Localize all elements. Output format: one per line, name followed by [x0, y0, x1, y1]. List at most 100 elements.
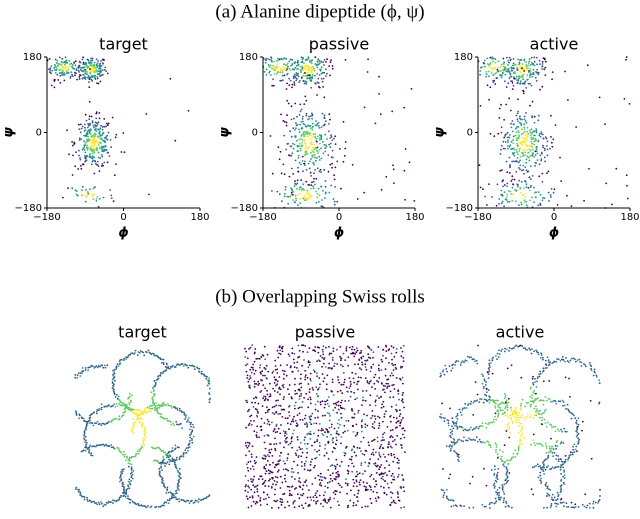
density-point	[288, 504, 290, 507]
density-point	[86, 126, 89, 129]
density-point	[307, 406, 310, 409]
density-point	[247, 380, 250, 383]
density-point	[542, 399, 545, 402]
density-point	[335, 436, 338, 439]
density-point	[309, 438, 312, 440]
density-point	[512, 72, 515, 74]
density-point	[75, 68, 78, 70]
density-point	[507, 462, 510, 465]
density-point	[101, 134, 103, 136]
density-point	[165, 368, 168, 371]
caption: (b) Overlapping Swiss rolls	[215, 286, 425, 307]
density-point	[571, 453, 574, 456]
density-point	[96, 76, 99, 78]
density-point	[483, 378, 486, 381]
scatter-cloud	[46, 56, 190, 208]
density-point	[373, 463, 375, 465]
density-point	[547, 191, 550, 194]
density-point	[380, 439, 383, 442]
density-point	[122, 414, 125, 416]
density-point	[285, 374, 288, 377]
density-point	[264, 447, 267, 450]
density-point	[79, 157, 81, 159]
density-point	[96, 70, 98, 73]
density-point	[505, 399, 508, 402]
density-point	[313, 67, 315, 70]
density-point	[345, 347, 348, 350]
density-point	[117, 418, 120, 421]
density-point	[101, 163, 104, 165]
density-point	[159, 506, 162, 508]
density-point	[63, 72, 66, 75]
density-point	[288, 355, 291, 357]
density-point	[81, 58, 84, 61]
density-point	[536, 63, 538, 66]
density-point	[274, 449, 277, 452]
density-point	[129, 399, 132, 402]
density-point	[132, 408, 135, 411]
density-point	[302, 183, 305, 186]
density-point	[282, 66, 285, 69]
density-point	[575, 126, 577, 128]
density-point	[299, 494, 302, 496]
density-point	[264, 61, 267, 64]
density-point	[322, 353, 325, 356]
density-point	[281, 74, 284, 77]
density-point	[479, 73, 481, 76]
density-point	[309, 372, 312, 375]
density-point	[337, 475, 340, 478]
density-point	[332, 350, 335, 353]
density-point	[359, 479, 362, 481]
density-point	[364, 377, 367, 380]
density-point	[495, 418, 497, 421]
density-point	[351, 462, 353, 465]
density-point	[368, 462, 370, 464]
density-point	[190, 364, 193, 367]
density-point	[104, 405, 107, 408]
density-point	[133, 424, 136, 427]
density-point	[504, 407, 507, 410]
density-point	[317, 152, 319, 155]
density-point	[294, 389, 297, 392]
density-point	[549, 147, 551, 150]
density-point	[496, 183, 499, 186]
density-point	[95, 200, 98, 202]
density-point	[156, 410, 158, 412]
density-point	[82, 449, 85, 452]
density-point	[324, 192, 327, 195]
density-point	[103, 161, 106, 164]
density-point	[187, 449, 190, 452]
density-point	[493, 420, 495, 423]
density-point	[575, 422, 578, 425]
density-point	[162, 358, 165, 361]
density-point	[316, 150, 319, 153]
density-point	[525, 121, 528, 124]
density-point	[313, 432, 315, 435]
density-point	[525, 137, 528, 140]
density-point	[317, 85, 320, 88]
density-point	[385, 350, 388, 352]
density-point	[481, 503, 484, 506]
density-point	[91, 120, 94, 123]
density-point	[273, 60, 275, 63]
density-point	[318, 483, 321, 486]
plot-title: target	[118, 323, 167, 342]
density-point	[516, 139, 519, 142]
density-point	[537, 412, 539, 415]
density-point	[300, 392, 302, 395]
density-point	[576, 431, 579, 434]
density-point	[283, 446, 285, 449]
density-point	[357, 388, 359, 391]
density-point	[120, 473, 122, 476]
density-point	[527, 151, 530, 154]
density-point	[386, 385, 389, 388]
density-point	[138, 450, 141, 453]
density-point	[295, 140, 298, 142]
density-point	[101, 155, 104, 158]
density-point	[273, 466, 276, 469]
density-point	[537, 191, 540, 194]
density-point	[173, 496, 176, 499]
density-point	[246, 401, 249, 404]
density-point	[520, 133, 523, 136]
density-point	[300, 108, 303, 111]
